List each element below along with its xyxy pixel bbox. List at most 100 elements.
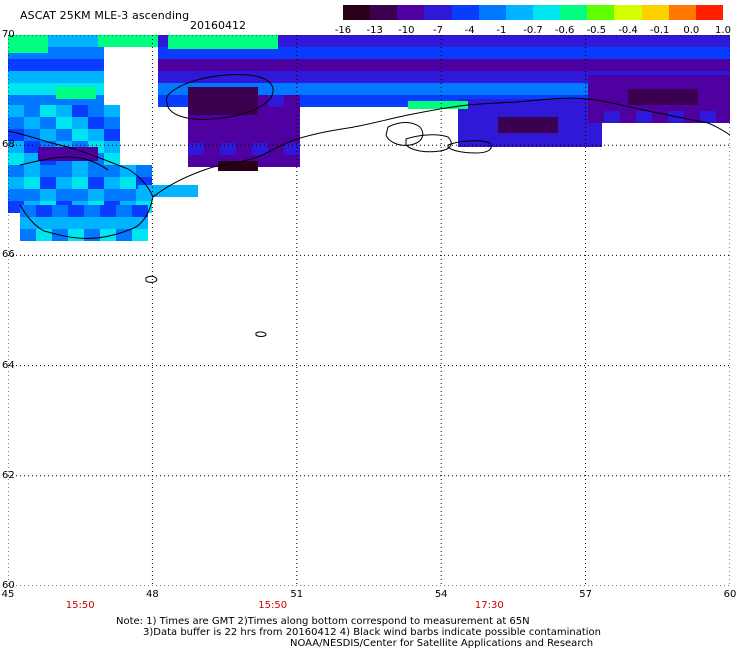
longitude-tick-label: 60	[723, 589, 737, 600]
swath-cell	[446, 35, 462, 47]
swath-cell	[686, 59, 702, 71]
latitude-tick-label: 70	[2, 29, 15, 40]
swath-cell	[24, 83, 40, 95]
swath-cell	[490, 99, 506, 111]
longitude-tick-label: 57	[579, 589, 592, 600]
swath-cell	[40, 95, 56, 107]
swath-cell	[462, 59, 478, 71]
swath-cell	[24, 153, 40, 165]
swath-cell	[270, 83, 286, 95]
coastline	[8, 74, 730, 337]
swath-cell	[88, 129, 104, 141]
swath-cell	[72, 59, 88, 71]
swath-cell	[398, 83, 414, 95]
swath-cell	[494, 71, 510, 83]
colorbar-swatch	[560, 5, 588, 20]
swath-cell	[222, 71, 238, 83]
swath-cell	[542, 35, 558, 47]
swath-cell	[622, 35, 638, 47]
colorbar-label: -13	[366, 25, 383, 36]
swath-cell	[398, 59, 414, 71]
swath-cell	[36, 217, 52, 229]
swath-cell	[462, 83, 478, 95]
swath-cell	[716, 111, 730, 123]
swath-cell	[382, 47, 398, 59]
swath-cell	[24, 189, 40, 201]
swath-cell	[398, 35, 414, 47]
swath-cell	[700, 99, 716, 111]
swath-cell	[24, 165, 40, 177]
swath-cell	[40, 177, 56, 189]
swath-cell	[24, 117, 40, 129]
colorbar-swatch	[451, 5, 479, 20]
product-title: ASCAT 25KM MLE-3 ascending	[20, 9, 190, 22]
colorbar-swatch	[587, 5, 615, 20]
swath-cell	[382, 83, 398, 95]
swath-cell	[478, 59, 494, 71]
swath-cell	[8, 177, 24, 189]
swath-cell	[204, 119, 220, 131]
time-label: 15:50	[65, 600, 95, 611]
swath-cell	[268, 107, 284, 119]
swath-cell	[506, 135, 522, 147]
swath-cell	[366, 59, 382, 71]
swath-cell	[40, 117, 56, 129]
swath-cell	[506, 99, 522, 111]
swath-cell	[334, 59, 350, 71]
colorbar-label: -0.5	[586, 25, 607, 36]
swath-cell	[104, 153, 120, 165]
swath-cell	[350, 71, 366, 83]
colorbar-swatch	[532, 5, 561, 20]
swath-cell	[40, 83, 56, 95]
colorbar-swatch	[695, 5, 723, 20]
latitude-tick-label: 66	[2, 249, 15, 261]
latitude-tick-label: 64	[2, 359, 15, 371]
swath-cell	[718, 35, 730, 47]
swath-cell	[318, 83, 334, 95]
swath-cell	[638, 35, 654, 47]
swath-cell	[462, 47, 478, 59]
swath-cell	[498, 117, 558, 133]
swath-cell	[174, 71, 190, 83]
swath-cell	[104, 105, 120, 117]
swath-cell	[268, 155, 284, 167]
colorbar-label: -4	[464, 25, 475, 36]
swath-cell	[490, 135, 506, 147]
swath-cell	[24, 177, 40, 189]
swath-cell	[718, 59, 730, 71]
swath-cell	[206, 71, 222, 83]
swath-cell	[654, 59, 670, 71]
time-label: 17:30	[474, 600, 504, 611]
swath-cell	[318, 95, 334, 107]
swath-cell	[84, 205, 100, 217]
swath-cell	[188, 155, 204, 167]
swath-cell	[526, 83, 542, 95]
swath-cell	[430, 59, 446, 71]
swath-cell	[558, 59, 574, 71]
swath-cell	[718, 47, 730, 59]
swath-cell	[158, 71, 174, 83]
swath-cell	[318, 35, 334, 47]
colorbar-label: -0.1	[649, 25, 670, 36]
colorbar-label: -0.6	[554, 25, 575, 36]
colorbar-swatch	[397, 5, 425, 20]
swath-cell	[284, 95, 300, 107]
swath-cell	[24, 141, 40, 153]
time-label: 15:50	[258, 600, 288, 611]
swath-cell	[636, 75, 652, 87]
swath-cell	[334, 35, 350, 47]
swath-cell	[84, 217, 100, 229]
swath-cell	[318, 59, 334, 71]
swath-cell	[590, 59, 606, 71]
swath-cell	[88, 59, 104, 71]
swath-cell	[104, 177, 120, 189]
swath-cell	[522, 99, 538, 111]
swath-cell	[100, 229, 116, 241]
swath-cell	[56, 129, 72, 141]
swath-cell	[302, 35, 318, 47]
swath-cell	[542, 59, 558, 71]
swath-cell	[68, 229, 84, 241]
swath-cell	[558, 35, 574, 47]
swath-cell	[68, 217, 84, 229]
swath-cell	[334, 47, 350, 59]
